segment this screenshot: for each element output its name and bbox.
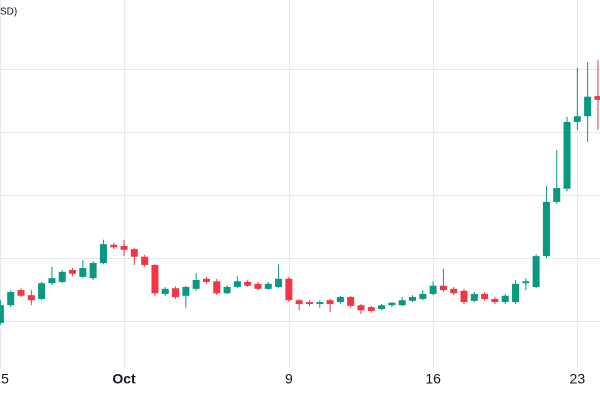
candle-body xyxy=(573,116,581,122)
candle-body xyxy=(450,288,458,294)
x-tick-label: 16 xyxy=(425,371,441,387)
candle-body xyxy=(48,278,56,284)
candle-body xyxy=(398,300,406,306)
candle-body xyxy=(347,297,355,306)
candle-body xyxy=(264,283,272,289)
candle-body xyxy=(213,281,221,294)
candle-body xyxy=(254,283,262,289)
grid xyxy=(0,0,600,368)
candle-body xyxy=(130,249,138,257)
candle-body xyxy=(99,244,107,264)
x-tick-label: 5 xyxy=(1,371,9,387)
candle-body xyxy=(120,246,128,250)
candle-body xyxy=(491,298,499,303)
candle-body xyxy=(357,305,365,311)
candle-body xyxy=(141,256,149,265)
candle-body xyxy=(295,300,303,304)
candle-body xyxy=(305,302,313,304)
candle-body xyxy=(182,286,190,296)
chart-title: SD) xyxy=(0,7,17,18)
candle-body xyxy=(439,285,447,291)
candle-body xyxy=(7,292,15,306)
candle-body xyxy=(553,188,561,202)
candle-body xyxy=(336,297,344,303)
candle-body xyxy=(481,293,489,299)
x-tick-label: 23 xyxy=(570,371,586,387)
candle-body xyxy=(522,281,530,284)
candle-body xyxy=(409,297,416,301)
candle-body xyxy=(285,278,293,301)
candle-body xyxy=(388,302,396,306)
candle-body xyxy=(460,290,468,303)
candle-body xyxy=(17,290,25,296)
candle-body xyxy=(316,302,324,304)
candle-body xyxy=(419,293,427,299)
candle-body xyxy=(69,269,77,274)
candle-body xyxy=(326,300,334,304)
candle-body xyxy=(563,121,571,189)
candle-body xyxy=(542,201,550,257)
candle-body xyxy=(79,268,87,277)
candle-body xyxy=(275,278,283,287)
candle-body xyxy=(378,305,386,310)
candle-body xyxy=(27,295,35,301)
candle-body xyxy=(161,288,169,294)
candle-body xyxy=(584,96,592,117)
candle-body xyxy=(532,256,540,287)
x-tick-label: Oct xyxy=(112,371,136,387)
candle-body xyxy=(244,281,252,286)
candle-body xyxy=(501,295,509,303)
candle-body xyxy=(192,280,200,289)
candles xyxy=(0,60,600,325)
x-axis: 5 Oct 9 16 23 xyxy=(1,371,585,387)
candle-body xyxy=(429,285,437,294)
x-tick-label: 9 xyxy=(285,371,293,387)
candle-body xyxy=(223,286,231,294)
candle-body xyxy=(0,305,4,323)
candle-body xyxy=(367,307,375,311)
candle-body xyxy=(151,264,159,294)
candle-body xyxy=(58,271,66,282)
candle-body xyxy=(202,278,210,282)
candle-body xyxy=(110,244,118,248)
candle-body xyxy=(470,293,478,301)
candle-body xyxy=(594,96,600,100)
candle-body xyxy=(512,283,520,303)
candle-body xyxy=(89,263,97,279)
candle-body xyxy=(233,281,241,287)
candle-body xyxy=(172,288,180,298)
candle-body xyxy=(38,283,46,299)
